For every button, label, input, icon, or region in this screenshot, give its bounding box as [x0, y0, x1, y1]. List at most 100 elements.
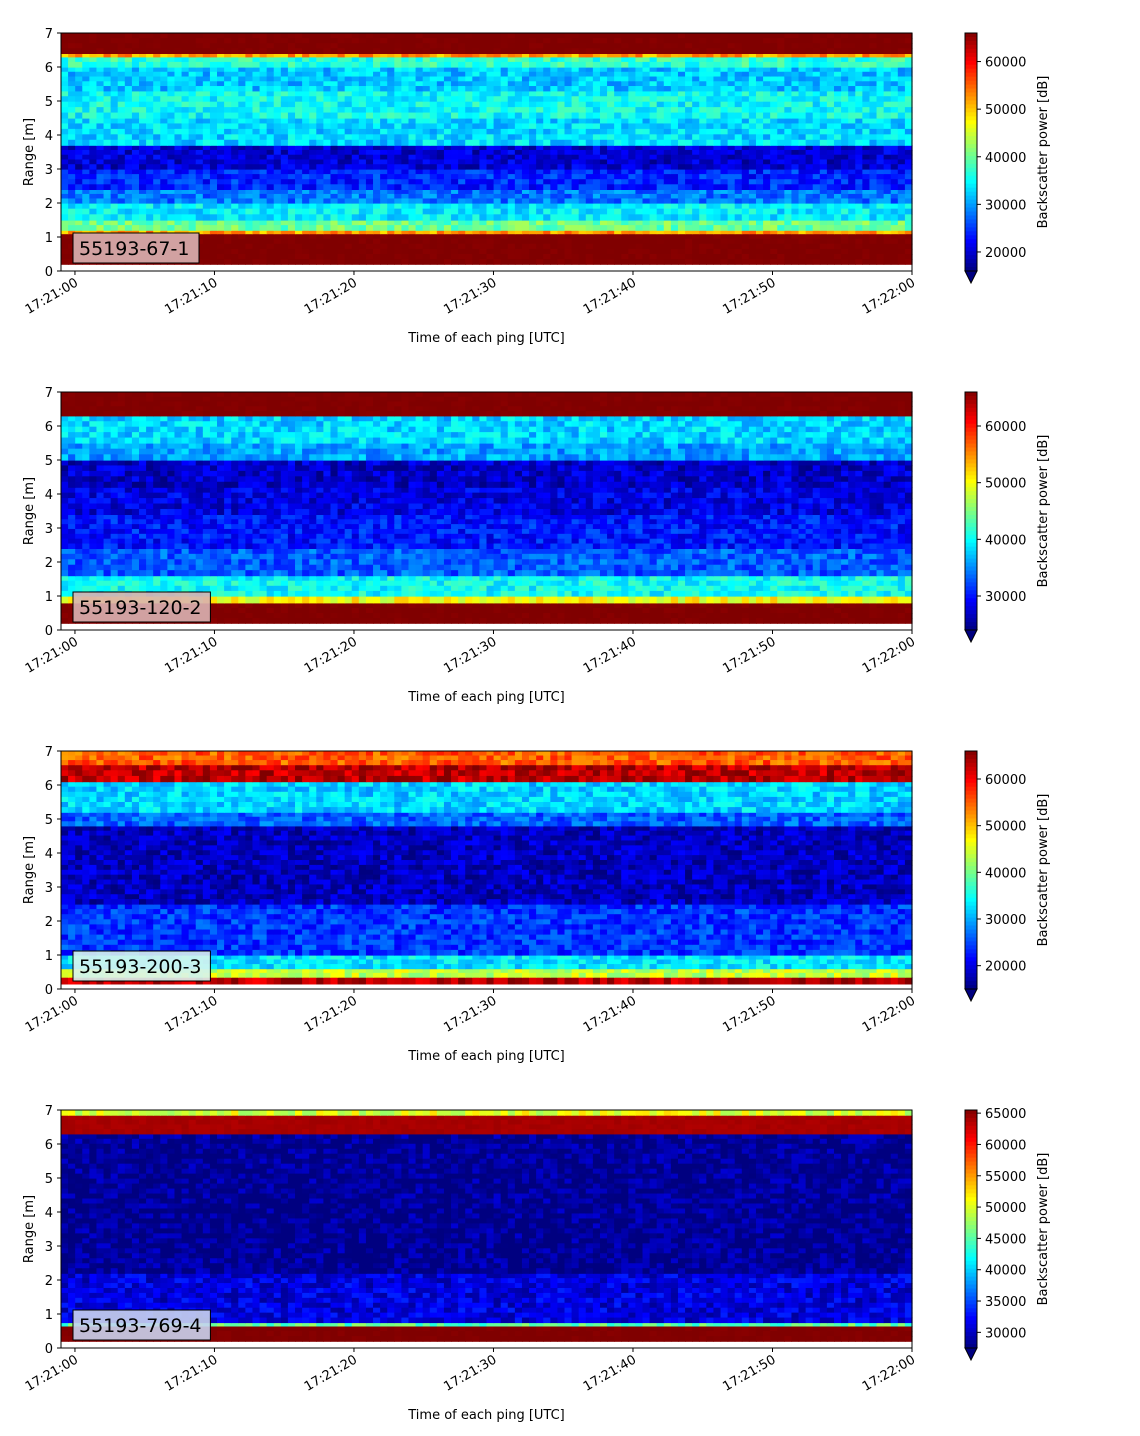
- heatmap-cell: [557, 53, 566, 58]
- heatmap-cell: [699, 220, 707, 226]
- heatmap-cell: [741, 248, 750, 255]
- heatmap-cell: [507, 145, 516, 151]
- heatmap-cell: [883, 149, 892, 156]
- heatmap-cell: [337, 112, 346, 119]
- heatmap-cell: [429, 149, 438, 156]
- heatmap-cell: [855, 154, 863, 161]
- heatmap-cell: [259, 179, 268, 185]
- heatmap-cell: [897, 208, 906, 215]
- heatmap-cell: [564, 76, 573, 82]
- heatmap-cell: [862, 71, 871, 78]
- heatmap-cell: [656, 225, 665, 231]
- heatmap-cell: [351, 233, 360, 240]
- heatmap-cell: [734, 233, 743, 240]
- heatmap-cell: [642, 149, 651, 156]
- heatmap-cell: [309, 248, 317, 255]
- heatmap-cell: [812, 193, 821, 200]
- heatmap-cell: [295, 169, 303, 175]
- heatmap-cell: [401, 238, 410, 245]
- heatmap-cell: [763, 174, 771, 180]
- heatmap-cell: [252, 174, 261, 180]
- heatmap-cell: [727, 134, 736, 141]
- heatmap-cell: [649, 67, 658, 73]
- heatmap-cell: [287, 233, 296, 240]
- heatmap-cell: [195, 56, 204, 63]
- heatmap-cell: [578, 198, 587, 204]
- heatmap-cell: [231, 145, 239, 151]
- heatmap-cell: [536, 214, 544, 221]
- heatmap-cell: [479, 61, 488, 68]
- heatmap-cell: [734, 193, 743, 200]
- heatmap-cell: [741, 128, 750, 135]
- heatmap-cell: [351, 56, 360, 63]
- heatmap-cell: [777, 203, 785, 210]
- heatmap-cell: [741, 61, 750, 68]
- heatmap-cell: [784, 193, 793, 200]
- heatmap-cell: [862, 179, 871, 185]
- heatmap-cell: [614, 254, 622, 260]
- heatmap-cell: [139, 118, 147, 125]
- heatmap-cell: [777, 248, 785, 255]
- heatmap-cell: [727, 238, 736, 245]
- heatmap-cell: [699, 71, 707, 78]
- heatmap-cell: [146, 123, 154, 130]
- heatmap-cell: [415, 128, 424, 135]
- heatmap-cell: [209, 90, 218, 97]
- heatmap-cell: [259, 233, 268, 240]
- heatmap-cell: [188, 225, 197, 231]
- heatmap-cell: [295, 154, 303, 161]
- heatmap-cell: [621, 169, 629, 175]
- heatmap-cell: [529, 214, 537, 221]
- heatmap-cell: [514, 86, 523, 92]
- heatmap-cell: [748, 189, 757, 195]
- heatmap-cell: [521, 174, 530, 180]
- heatmap-cell: [521, 71, 530, 78]
- heatmap-cell: [635, 159, 644, 165]
- heatmap-cell: [621, 233, 629, 240]
- heatmap-cell: [855, 149, 863, 156]
- heatmap-cell: [245, 184, 254, 190]
- heatmap-cell: [848, 71, 856, 78]
- heatmap-cell: [323, 248, 332, 255]
- heatmap-cell: [153, 193, 161, 200]
- heatmap-cell: [365, 189, 374, 195]
- heatmap-cell: [131, 107, 140, 114]
- heatmap-cell: [763, 112, 771, 119]
- heatmap-cell: [344, 53, 353, 58]
- heatmap-cell: [550, 90, 559, 97]
- heatmap-cell: [876, 118, 885, 125]
- heatmap-cell: [422, 230, 431, 235]
- heatmap-cell: [841, 145, 849, 151]
- heatmap-cell: [238, 184, 246, 190]
- heatmap-cell: [458, 107, 466, 114]
- heatmap-cell: [131, 53, 140, 58]
- heatmap-cell: [231, 248, 239, 255]
- heatmap-cell: [855, 184, 863, 190]
- heatmap-cell: [273, 198, 282, 204]
- heatmap-cell: [642, 96, 651, 103]
- heatmap-cell: [266, 184, 275, 190]
- heatmap-cell: [309, 189, 317, 195]
- heatmap-cell: [96, 107, 105, 114]
- heatmap-cell: [146, 139, 154, 146]
- heatmap-cell: [897, 61, 906, 68]
- heatmap-cell: [848, 233, 856, 240]
- heatmap-cell: [61, 76, 69, 82]
- heatmap-cell: [365, 198, 374, 204]
- heatmap-cell: [202, 107, 211, 114]
- heatmap-cell: [458, 220, 466, 226]
- heatmap-cell: [259, 61, 268, 68]
- heatmap-cell: [287, 225, 296, 231]
- heatmap-cell: [876, 61, 885, 68]
- heatmap-cell: [110, 118, 119, 125]
- heatmap-cell: [841, 56, 849, 63]
- heatmap-cell: [883, 220, 892, 226]
- heatmap-cell: [699, 164, 707, 170]
- heatmap-cell: [649, 259, 658, 265]
- heatmap-cell: [890, 208, 899, 215]
- heatmap-cell: [557, 154, 566, 161]
- heatmap-cell: [401, 96, 410, 103]
- heatmap-cell: [110, 112, 119, 119]
- heatmap-cell: [287, 189, 296, 195]
- heatmap-cell: [848, 238, 856, 245]
